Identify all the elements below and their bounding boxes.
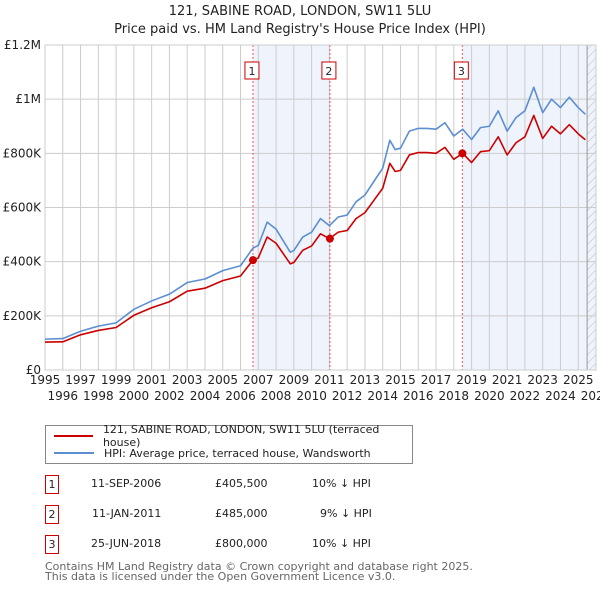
x-tick-label: 2023 [527,373,558,387]
x-tick-label: 1995 [30,373,61,387]
x-tick-label: 2019 [456,373,487,387]
sale-date: 25-JUN-2018 [91,537,162,550]
y-tick-label: £200K [3,309,43,323]
x-tick-label: 2002 [154,389,185,403]
plot-border [44,44,597,371]
sale-marker-box [453,61,469,80]
x-tick-label: 2014 [367,389,398,403]
legend-label: HPI: Average price, terraced house, Wand… [104,446,371,460]
sale-hpi-diff: 9% ↓ HPI [320,507,372,520]
x-tick-label: 2026 [581,389,600,403]
x-tick-label: 2001 [136,373,167,387]
sale-date: 11-SEP-2006 [91,477,162,490]
x-tick-label: 2009 [279,373,310,387]
footer: Contains HM Land Registry data © Crown c… [45,560,473,583]
y-tick-label: £600K [3,201,43,215]
x-tick-label: 2004 [190,389,221,403]
x-tick-label: 2007 [243,373,274,387]
x-tick-label: 2021 [492,373,523,387]
legend: 121, SABINE ROAD, LONDON, SW11 5LU (terr… [45,423,413,464]
price-chart: 1995 1996 1997 1998 1999 2000 2001 2002 2003 2004… [3,38,600,403]
x-tick-label: 2022 [510,389,541,403]
x-tick-label: 2012 [332,389,363,403]
footer-copyright: Contains HM Land Registry data © Crown c… [45,560,473,573]
x-tick-label: 2000 [119,389,150,403]
chart-subtitle: Price paid vs. HM Land Registry's House … [114,22,486,37]
x-tick-label: 2020 [474,389,505,403]
sale-date: 11-JAN-2011 [92,507,162,520]
sale-marker: 3 [45,535,59,554]
sale-marker-box [244,61,260,80]
sale-point [458,149,467,158]
sale-price: £405,500 [215,477,268,490]
sale-hpi-diff: 10% ↓ HPI [312,477,371,490]
sale-hpi-diff: 10% ↓ HPI [312,537,371,550]
sale-price: £485,000 [215,507,268,520]
x-tick-label: 1998 [83,389,114,403]
sale-marker-box [321,61,337,80]
footer-licence: This data is licensed under the Open Gov… [45,570,396,583]
x-tick-label: 2024 [545,389,576,403]
y-tick-label: £400K [3,255,43,269]
x-tick-label: 1997 [65,373,96,387]
sale-marker-label: 1 [248,65,255,78]
sale-marker: 1 [45,475,59,494]
x-tick-label: 2010 [296,389,327,403]
x-tick-label: 2013 [350,373,381,387]
x-tick-label: 2017 [421,373,452,387]
y-tick-label: £1M [15,92,41,106]
x-tick-label: 2015 [385,373,416,387]
chart-title: 121, SABINE ROAD, LONDON, SW11 5LU [168,4,432,19]
x-tick-label: 2003 [172,373,203,387]
sale-marker-label: 2 [325,65,332,78]
y-tick-label: £0 [26,363,41,377]
x-tick-label: 1999 [101,373,132,387]
x-tick-label: 2011 [314,373,345,387]
sale-marker: 2 [45,505,59,524]
x-tick-label: 1996 [48,389,79,403]
legend-swatch-blue [54,452,94,454]
legend-item-hpi: HPI: Average price, terraced house, Wand… [54,445,371,461]
x-tick-label: 2016 [403,389,434,403]
x-tick-label: 2006 [225,389,256,403]
x-tick-label: 2025 [563,373,594,387]
sale-price: £800,000 [215,537,268,550]
x-tick-label: 2005 [207,373,238,387]
legend-label: 121, SABINE ROAD, LONDON, SW11 5LU (terr… [102,423,380,449]
y-tick-label: £1.2M [4,38,41,52]
y-tick-label: £800K [3,146,43,160]
legend-swatch-red [54,435,93,437]
hpi-line [44,86,586,340]
x-tick-label: 2008 [261,389,292,403]
legend-item-property: 121, SABINE ROAD, LONDON, SW11 5LU (terr… [54,423,412,449]
sale-marker-label: 3 [458,65,465,78]
sale-point [248,256,257,265]
property-price-line [44,114,586,343]
sale-point [325,234,334,243]
x-tick-label: 2018 [439,389,470,403]
